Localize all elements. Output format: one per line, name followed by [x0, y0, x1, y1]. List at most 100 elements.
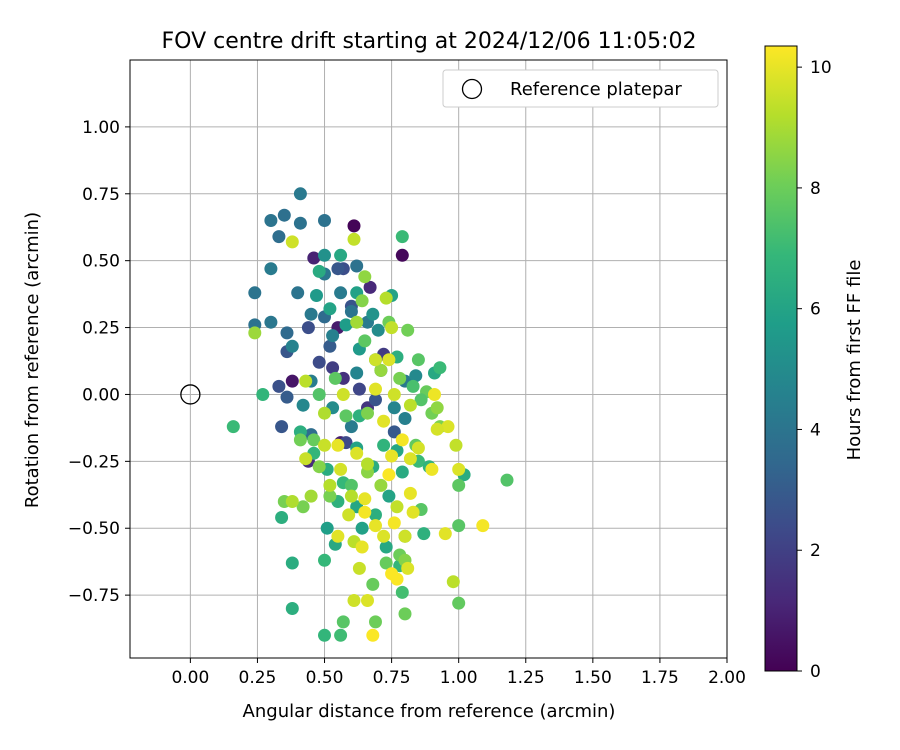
data-point: [417, 527, 431, 541]
data-point: [323, 489, 337, 503]
data-point: [256, 388, 270, 401]
x-tick-label: 2.00: [708, 668, 746, 688]
data-point: [334, 286, 348, 300]
data-point: [446, 575, 460, 589]
legend-marker-reference: [461, 78, 483, 100]
data-point: [347, 219, 361, 233]
data-point: [318, 406, 331, 420]
data-point: [361, 457, 374, 471]
data-point: [358, 492, 372, 506]
x-tick-label: 0.00: [171, 668, 209, 688]
data-point: [452, 462, 466, 476]
data-point: [369, 382, 382, 396]
data-point: [342, 508, 356, 522]
data-point: [398, 529, 412, 543]
data-point: [401, 323, 415, 337]
colorbar: 0 2 4 6 8 10 Hours from first FF file: [764, 45, 865, 682]
y-axis-ticks: −0.75 −0.50 −0.25 0.00 0.25 0.50 0.75 1.00: [68, 118, 130, 606]
data-point: [395, 248, 409, 262]
data-point: [320, 521, 334, 535]
data-point: [350, 366, 364, 380]
data-point: [403, 486, 417, 500]
data-point: [285, 602, 299, 615]
x-tick-label: 1.00: [440, 668, 478, 688]
data-point: [318, 438, 331, 452]
data-point: [476, 519, 490, 533]
data-point: [403, 398, 417, 412]
data-point: [312, 264, 326, 278]
data-point: [323, 339, 337, 353]
data-point: [280, 390, 294, 404]
data-point: [369, 615, 382, 629]
data-point: [366, 577, 380, 591]
data-point: [344, 305, 358, 318]
data-point: [248, 326, 262, 340]
y-tick-label: −0.75: [68, 586, 120, 606]
data-point: [366, 307, 380, 321]
data-point: [355, 540, 369, 554]
data-point: [452, 478, 466, 492]
data-point: [307, 251, 321, 265]
data-point: [331, 529, 345, 543]
data-point: [277, 208, 291, 222]
data-point: [296, 398, 310, 412]
data-point: [395, 585, 409, 599]
data-point: [361, 406, 374, 420]
data-point: [382, 353, 396, 367]
x-tick-label: 0.25: [239, 668, 277, 688]
data-point: [374, 363, 388, 377]
data-point: [395, 433, 409, 447]
data-point: [344, 420, 358, 434]
data-point: [403, 452, 417, 466]
data-point: [318, 248, 331, 262]
data-point: [336, 388, 350, 401]
data-point: [301, 321, 315, 335]
data-point: [395, 230, 409, 244]
data-point: [339, 409, 353, 423]
colorbar-tick-label: 0: [810, 662, 821, 682]
data-point: [272, 379, 286, 393]
data-point: [312, 460, 326, 474]
y-tick-label: 1.00: [82, 118, 120, 138]
data-point: [264, 315, 278, 329]
data-point: [363, 280, 377, 294]
plot-frame: [129, 59, 728, 659]
data-point: [323, 478, 337, 492]
x-tick-label: 0.75: [373, 668, 411, 688]
colorbar-gradient: [764, 45, 798, 672]
colorbar-tick-label: 2: [810, 541, 821, 561]
data-point: [304, 489, 318, 503]
data-point: [248, 286, 262, 300]
data-point: [318, 553, 331, 567]
data-point: [358, 270, 372, 284]
data-point: [280, 326, 294, 340]
y-axis-label: Rotation from reference (arcmin): [22, 212, 43, 508]
y-tick-label: 0.00: [82, 385, 120, 405]
data-point: [350, 446, 364, 460]
data-point: [285, 339, 299, 353]
data-point: [369, 353, 382, 367]
data-point: [323, 302, 337, 316]
data-point: [441, 420, 455, 434]
data-point: [406, 505, 420, 519]
data-point: [379, 556, 393, 570]
data-points: [180, 187, 514, 642]
data-point: [369, 393, 382, 407]
data-point: [361, 594, 374, 607]
data-point: [398, 607, 412, 621]
legend-label-reference: Reference platepar: [510, 79, 682, 100]
grid-lines: [130, 60, 728, 658]
data-point: [339, 318, 353, 332]
data-point: [264, 262, 278, 276]
data-point: [293, 216, 307, 230]
data-point: [425, 462, 439, 476]
data-point: [385, 449, 399, 463]
data-point: [406, 379, 420, 393]
data-point: [452, 596, 466, 610]
data-point: [347, 594, 361, 607]
data-point: [334, 628, 348, 642]
x-tick-label: 0.50: [306, 668, 344, 688]
data-point: [275, 511, 289, 524]
data-point: [430, 422, 444, 436]
